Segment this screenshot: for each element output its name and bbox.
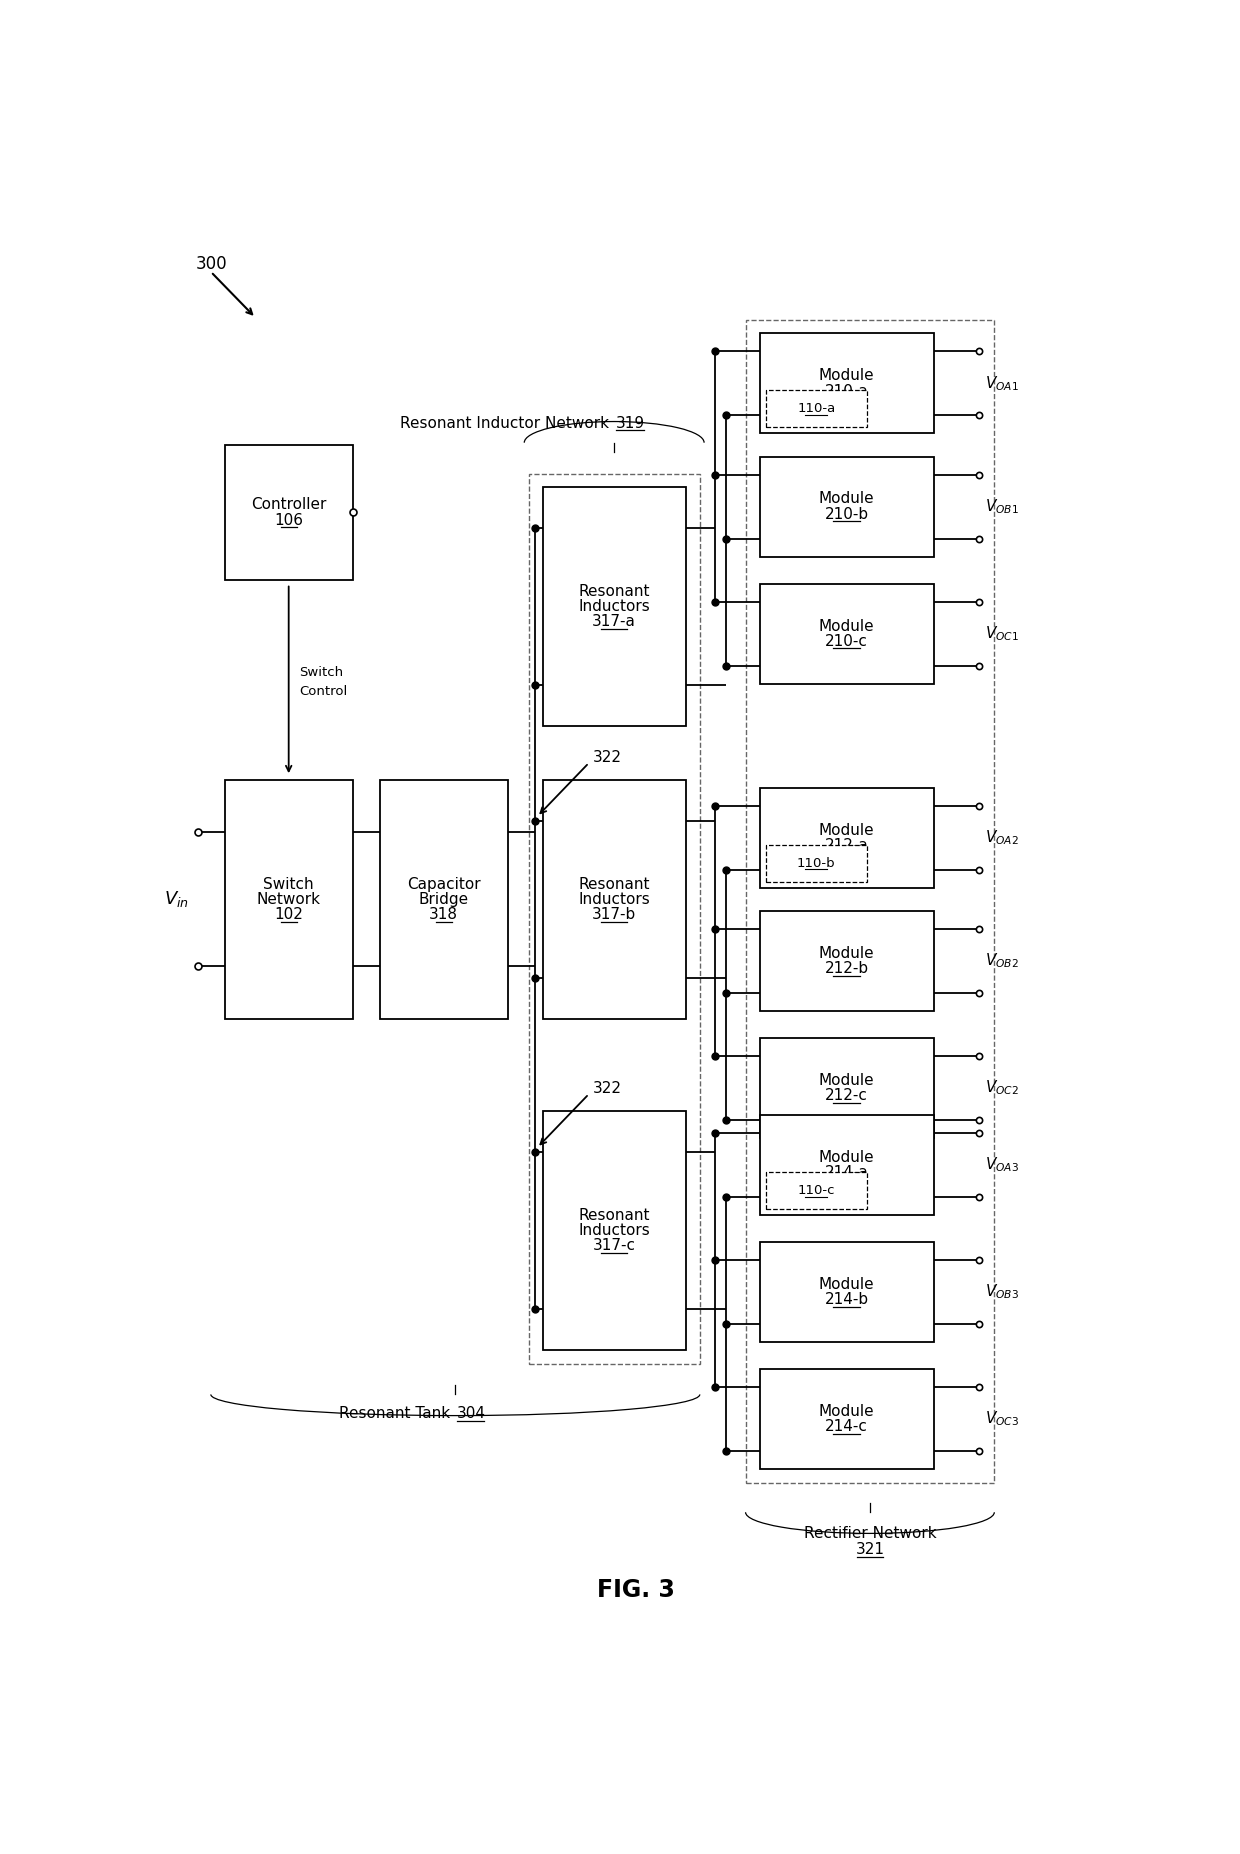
Bar bbox=[766, 389, 867, 426]
Text: 110-a: 110-a bbox=[797, 402, 836, 415]
Text: 214-b: 214-b bbox=[825, 1292, 869, 1307]
Bar bbox=[759, 456, 934, 556]
Bar bbox=[759, 910, 934, 1010]
Text: Switch: Switch bbox=[263, 877, 314, 892]
Bar bbox=[759, 334, 934, 434]
Text: 210-a: 210-a bbox=[825, 384, 868, 399]
Text: 102: 102 bbox=[274, 907, 303, 921]
Text: 212-c: 212-c bbox=[826, 1088, 868, 1103]
Bar bbox=[759, 1242, 934, 1342]
Text: 304: 304 bbox=[456, 1405, 486, 1422]
Text: $V_{in}$: $V_{in}$ bbox=[164, 890, 190, 908]
Text: 322: 322 bbox=[593, 749, 622, 766]
Bar bbox=[528, 473, 699, 1365]
Text: 317-c: 317-c bbox=[593, 1238, 636, 1253]
Text: $V_{OB1}$: $V_{OB1}$ bbox=[985, 497, 1019, 515]
Text: 214-c: 214-c bbox=[826, 1418, 868, 1435]
Bar bbox=[224, 445, 352, 580]
Text: Inductors: Inductors bbox=[578, 892, 650, 907]
Text: Module: Module bbox=[818, 1149, 874, 1164]
Bar bbox=[766, 1172, 867, 1209]
Text: $V_{OC2}$: $V_{OC2}$ bbox=[985, 1079, 1019, 1098]
Text: Capacitor: Capacitor bbox=[407, 877, 481, 892]
Text: Inductors: Inductors bbox=[578, 599, 650, 614]
Text: 106: 106 bbox=[274, 512, 304, 528]
Text: 322: 322 bbox=[593, 1081, 622, 1096]
Bar bbox=[379, 781, 507, 1018]
Bar bbox=[766, 845, 867, 883]
Text: Module: Module bbox=[818, 823, 874, 838]
Text: $V_{OA1}$: $V_{OA1}$ bbox=[985, 375, 1019, 393]
Text: Network: Network bbox=[257, 892, 321, 907]
Text: FIG. 3: FIG. 3 bbox=[596, 1578, 675, 1602]
Text: $V_{OB3}$: $V_{OB3}$ bbox=[985, 1283, 1019, 1302]
Text: 321: 321 bbox=[856, 1543, 884, 1557]
Text: Switch: Switch bbox=[300, 666, 343, 679]
Text: 212-b: 212-b bbox=[825, 960, 869, 975]
Text: Resonant Inductor Network: Resonant Inductor Network bbox=[401, 415, 614, 430]
Text: Module: Module bbox=[818, 491, 874, 506]
Text: Module: Module bbox=[818, 946, 874, 960]
Text: 210-c: 210-c bbox=[826, 634, 868, 649]
Bar bbox=[543, 1111, 686, 1350]
Text: Resonant: Resonant bbox=[578, 877, 650, 892]
Text: 110-b: 110-b bbox=[797, 857, 836, 870]
Text: Control: Control bbox=[300, 684, 347, 697]
Text: $V_{OA2}$: $V_{OA2}$ bbox=[985, 829, 1019, 847]
Bar bbox=[759, 1114, 934, 1214]
Text: Resonant Tank: Resonant Tank bbox=[340, 1405, 455, 1422]
Text: Resonant: Resonant bbox=[578, 1207, 650, 1222]
Text: $V_{OC3}$: $V_{OC3}$ bbox=[985, 1409, 1019, 1428]
Text: $V_{OB2}$: $V_{OB2}$ bbox=[985, 951, 1019, 970]
Bar bbox=[759, 1368, 934, 1468]
Text: Rectifier Network: Rectifier Network bbox=[804, 1526, 936, 1541]
Text: Module: Module bbox=[818, 1073, 874, 1088]
Text: 110-c: 110-c bbox=[797, 1185, 835, 1198]
Text: $V_{OA3}$: $V_{OA3}$ bbox=[985, 1155, 1019, 1174]
Text: Controller: Controller bbox=[250, 497, 326, 512]
Text: 214-a: 214-a bbox=[825, 1164, 868, 1181]
Bar bbox=[759, 788, 934, 888]
Text: 317-a: 317-a bbox=[593, 614, 636, 630]
Bar bbox=[543, 781, 686, 1018]
Text: Module: Module bbox=[818, 1277, 874, 1292]
Text: Inductors: Inductors bbox=[578, 1224, 650, 1238]
Bar bbox=[759, 584, 934, 684]
Text: 212-a: 212-a bbox=[825, 838, 868, 853]
Bar bbox=[543, 488, 686, 727]
Bar bbox=[745, 319, 994, 1483]
Text: Module: Module bbox=[818, 619, 874, 634]
Text: $V_{OC1}$: $V_{OC1}$ bbox=[985, 625, 1019, 643]
Text: 210-b: 210-b bbox=[825, 506, 869, 521]
Text: 317-b: 317-b bbox=[591, 907, 636, 921]
Text: 300: 300 bbox=[196, 256, 227, 273]
Bar bbox=[224, 781, 352, 1018]
Text: 319: 319 bbox=[616, 415, 645, 430]
Bar bbox=[759, 1038, 934, 1138]
Text: Module: Module bbox=[818, 1403, 874, 1418]
Text: Resonant: Resonant bbox=[578, 584, 650, 599]
Text: 318: 318 bbox=[429, 907, 459, 921]
Text: Module: Module bbox=[818, 369, 874, 384]
Text: Bridge: Bridge bbox=[419, 892, 469, 907]
